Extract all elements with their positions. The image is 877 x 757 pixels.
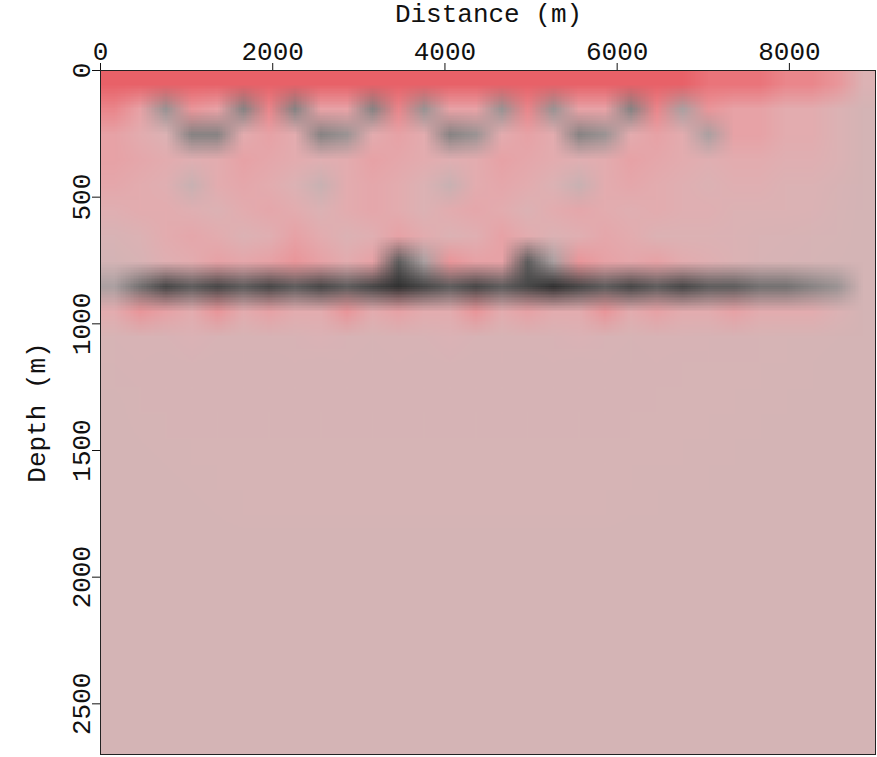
- svg-text:1500: 1500: [68, 419, 98, 481]
- svg-text:0: 0: [93, 38, 109, 68]
- svg-text:1000: 1000: [68, 293, 98, 355]
- svg-text:2000: 2000: [68, 546, 98, 608]
- svg-text:Depth (m): Depth (m): [23, 342, 53, 482]
- svg-text:2500: 2500: [68, 673, 98, 735]
- svg-text:6000: 6000: [586, 38, 648, 68]
- svg-text:4000: 4000: [414, 38, 476, 68]
- svg-text:2000: 2000: [242, 38, 304, 68]
- svg-text:8000: 8000: [758, 38, 820, 68]
- svg-text:500: 500: [68, 174, 98, 221]
- svg-text:0: 0: [67, 62, 98, 79]
- html-text:Distance (m): Distance (m): [394, 0, 583, 30]
